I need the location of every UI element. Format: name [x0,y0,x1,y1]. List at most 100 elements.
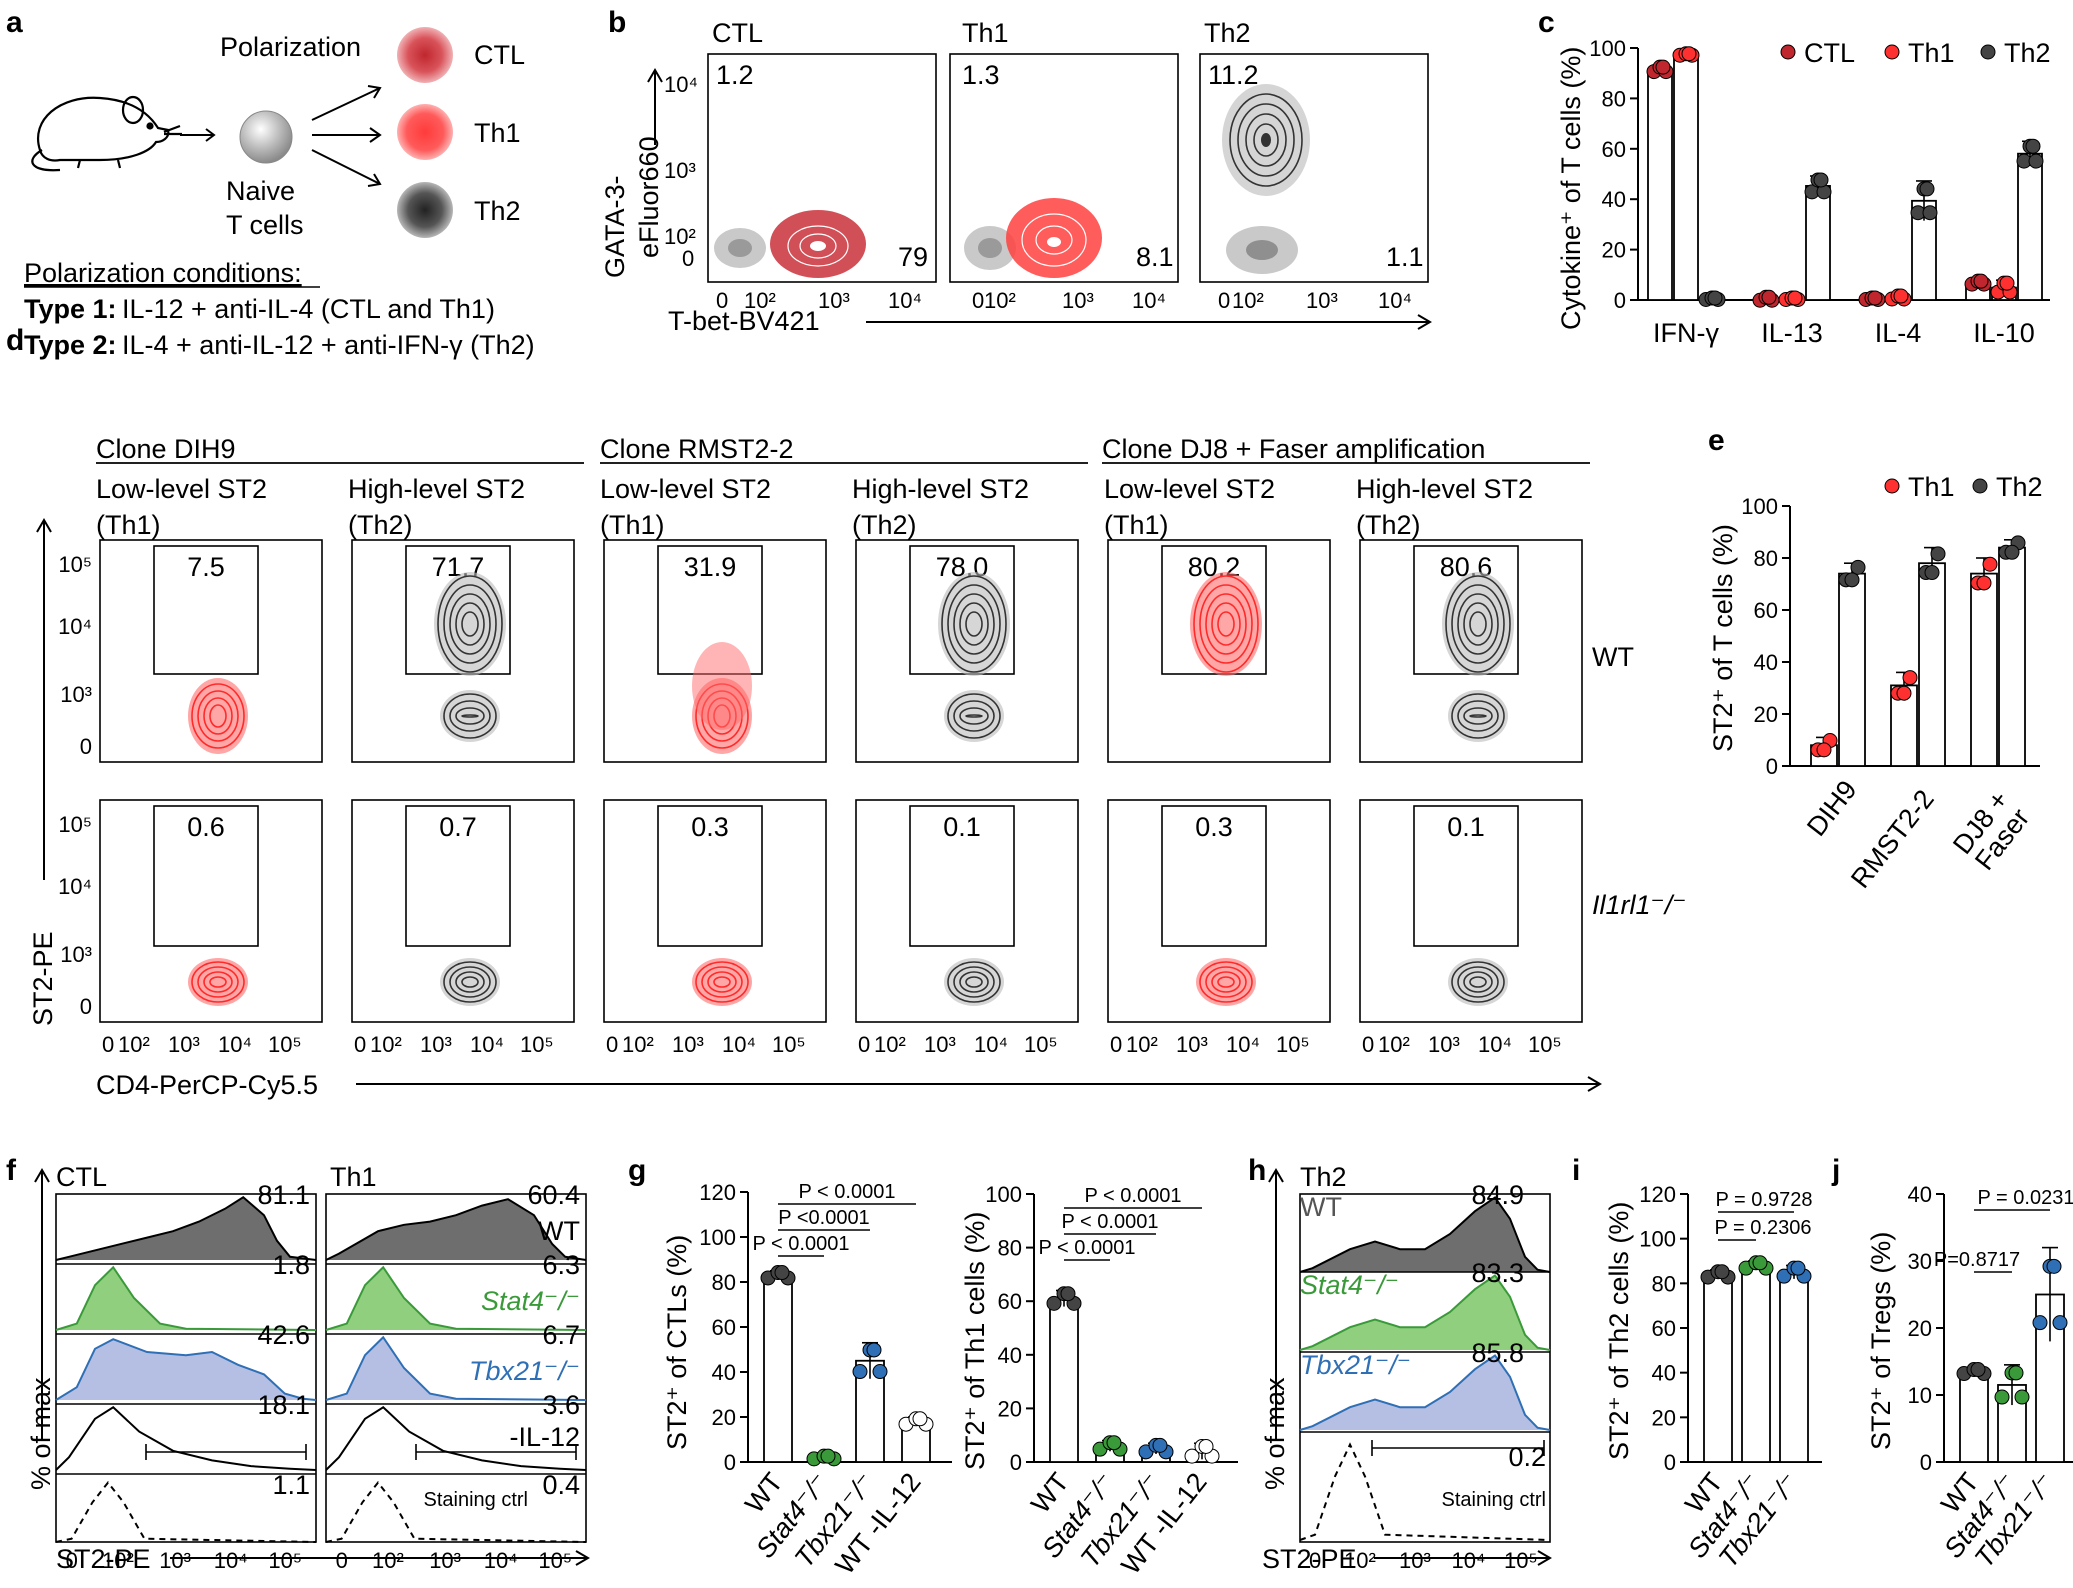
d-dots-upper [1442,572,1514,676]
d-contour [953,700,995,732]
j-ytick-label: 0 [1920,1450,1932,1475]
i-0-dot [1714,1264,1730,1280]
d-ytick: 10⁵ [58,812,92,837]
d-coltitle-2: (Th1) [1104,510,1169,540]
f-xtick: 10⁴ [214,1548,248,1573]
f-title-th1: Th1 [330,1162,377,1192]
d-dots-lower [944,690,1004,742]
i-ytick-label: 120 [1639,1182,1676,1207]
h-y-arrow [1268,1168,1284,1440]
panel-label-c: c [1538,6,1555,39]
g-left-0-bar [763,1274,793,1463]
c-th2-dot [1707,290,1723,306]
f-row-wt: WT [538,1216,580,1246]
f-row-staining: Staining ctrl [424,1489,529,1511]
d-xtick: 10⁵ [1276,1032,1310,1057]
panel-label-e: e [1708,424,1725,457]
d-coltitle-1: High-level ST2 [1356,474,1533,504]
e-th2-dot [2004,544,2020,560]
f-th1-n3: 3.6 [542,1390,580,1420]
d-xtick: 0 [354,1032,366,1057]
d-contour [1205,966,1247,998]
d-x-arrow [356,1076,1602,1092]
c-th1-dot [1681,46,1697,62]
h-histogram [1299,1274,1551,1351]
d-xtick: 10² [1378,1032,1410,1057]
d-gate [1413,805,1519,947]
d-contour [965,714,983,718]
b-title-ctl: CTL [712,18,763,48]
d-coltitle-1: High-level ST2 [852,474,1029,504]
c-ctl-dot [1655,59,1671,75]
j-2-dot [2032,1315,2048,1331]
e-th2-dot [1924,565,1940,581]
h-row-stat4: Stat4⁻/⁻ [1300,1270,1399,1300]
naive-label-2: T cells [226,210,304,240]
g-left-ytick-label: 60 [712,1315,736,1340]
h-xtick: 0 [1309,1548,1321,1573]
conditions-title: Polarization conditions: [24,258,302,288]
d-contour [455,971,485,993]
e-th2-dot [1850,559,1866,575]
d-contour [947,584,1001,664]
h-xtick: 10³ [1399,1548,1431,1573]
f-histogram [55,1265,317,1331]
th2-cell [397,182,453,238]
d-contour [1469,611,1487,637]
h-histogram [1299,1442,1551,1541]
d-contour [713,976,731,988]
d-dots-lower [1448,690,1508,742]
j-1-dot [2014,1389,2030,1405]
b-ctl-upper: 1.2 [716,60,754,90]
c-ctl-dot [1867,290,1883,306]
d-gate-number: 0.7 [439,812,477,842]
d-contour [449,593,491,655]
panel-label-b: b [608,6,626,39]
d-xtick: 10² [370,1032,402,1057]
c-ytick-label: 40 [1602,187,1626,212]
d-contour [1451,693,1505,739]
d-contour [191,683,245,749]
g-left-pvalue: P <0.0001 [778,1207,869,1229]
f-xtick: 10³ [429,1548,461,1573]
i-2-dot [1776,1268,1792,1284]
f-xlabel: ST2-PE [56,1544,151,1574]
f-y-arrow [34,1168,50,1440]
f-histograms: 0 10² 10³ 10⁴ 10⁵ 0 10² 10³ 10⁴ 10⁵ [55,1193,587,1573]
f-histogram [325,1480,587,1543]
f-xtick: 10³ [159,1548,191,1573]
panel-label-a: a [6,6,23,39]
d-gate [153,805,259,947]
e-th1-dot [1816,742,1832,758]
c-th1-bar [1673,53,1699,301]
d-xtick: 10⁴ [218,1032,252,1057]
i-pvalue: P = 0.9728 [1716,1189,1813,1211]
d-contour [449,700,491,732]
f-row-tbx21: Tbx21⁻/⁻ [469,1356,580,1386]
arrow-mouse-to-naive [180,128,216,142]
d-contour [1463,602,1493,646]
d-xtick: 10³ [1428,1032,1460,1057]
f-ctl-n3: 18.1 [257,1390,310,1420]
d-ytick: 10⁵ [58,552,92,577]
c-ctl-dot [1973,273,1989,289]
f-title-ctl: CTL [56,1162,107,1192]
d-contour [701,966,743,998]
d-contour [1211,971,1241,993]
d-contour [953,593,995,655]
b-ytick-0: 0 [682,246,694,271]
f-histogram [325,1265,587,1331]
h-xtick: 10⁴ [1452,1548,1486,1573]
d-xtick: 0 [1362,1032,1374,1057]
j-ytick-label: 10 [1908,1383,1932,1408]
g-left-ytick-label: 80 [712,1270,736,1295]
j-0-dot [1970,1362,1986,1378]
h-histograms: 0 10² 10³ 10⁴ 10⁵ [1299,1193,1551,1573]
c-legend-ctl-dot [1780,44,1796,60]
d-xtick: 0 [1110,1032,1122,1057]
e-xlabel-dih9: DIH9 [1801,775,1863,842]
d-contour [947,693,1001,739]
d-contour [965,976,983,988]
